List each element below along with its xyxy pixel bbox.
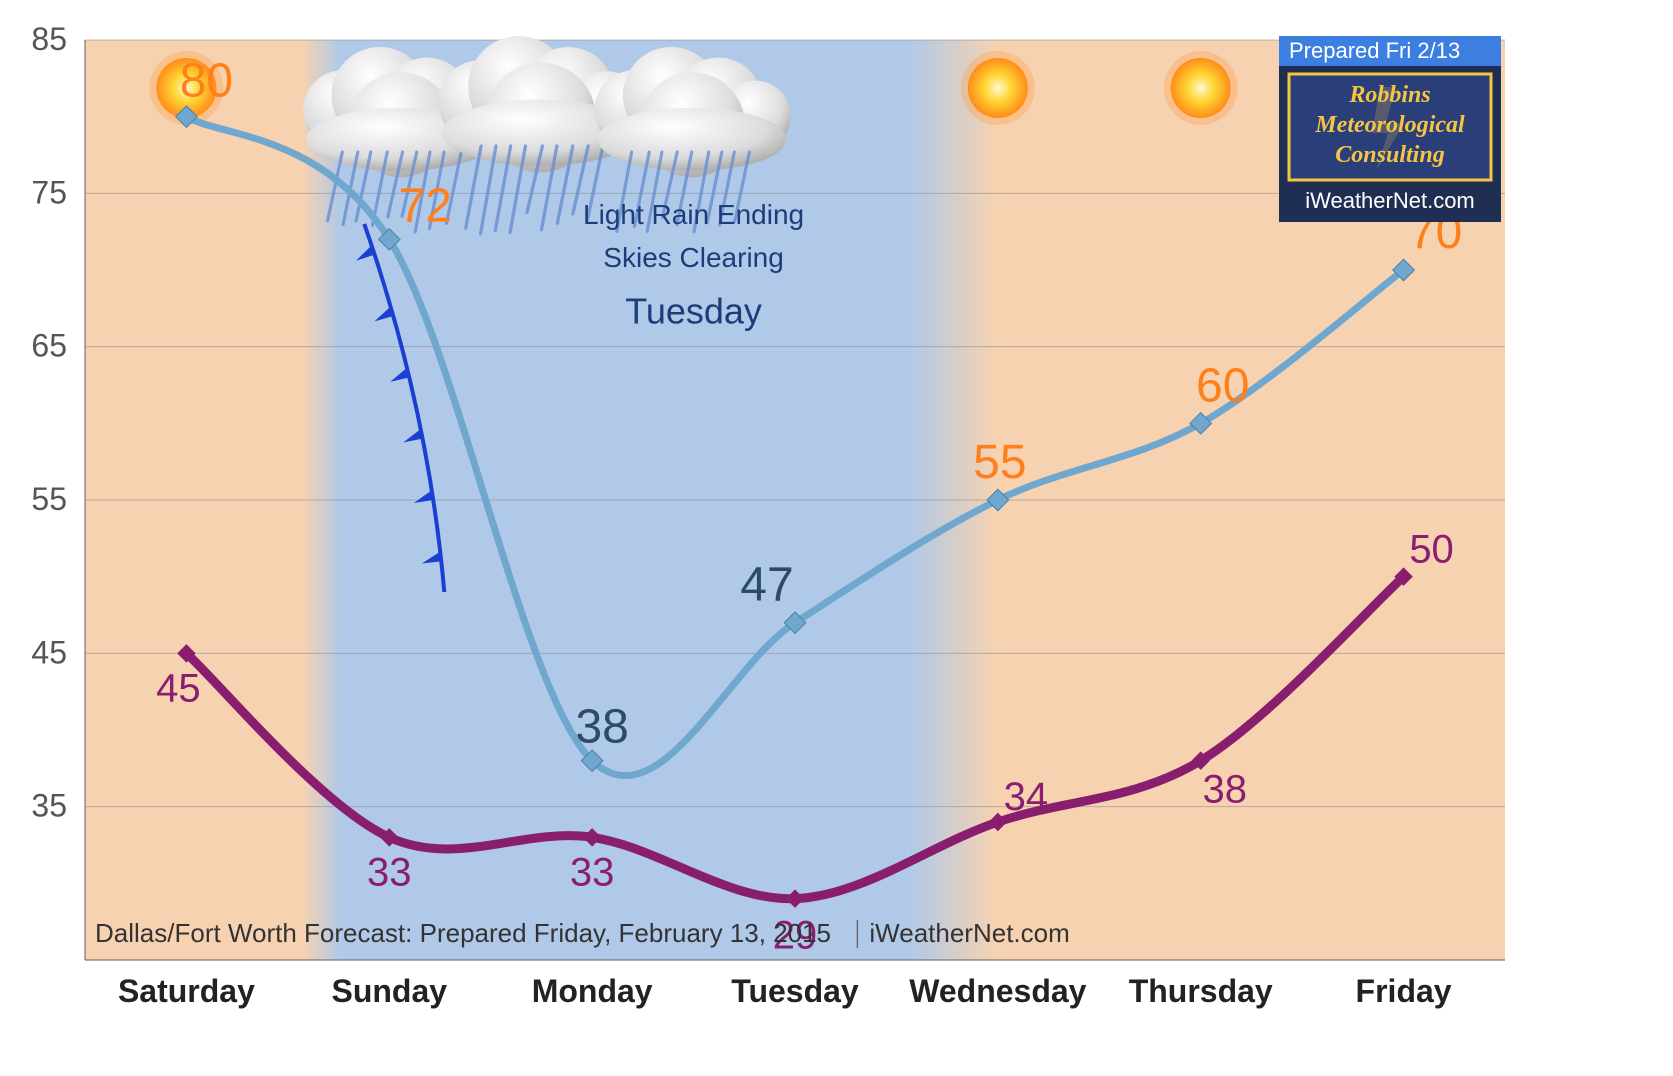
caption-right: iWeatherNet.com: [869, 918, 1069, 948]
logo-text-line: Meteorological: [1314, 112, 1465, 138]
y-tick-label: 75: [31, 174, 67, 210]
day-label: Monday: [532, 973, 653, 1009]
y-tick-label: 85: [31, 21, 67, 57]
day-label: Sunday: [331, 973, 447, 1009]
high-temp-label: 38: [575, 701, 628, 754]
logo-text-line: Robbins: [1348, 82, 1430, 108]
logo-subtext: iWeatherNet.com: [1305, 188, 1475, 213]
low-temp-label: 34: [1004, 775, 1049, 819]
high-temp-label: 47: [740, 559, 793, 612]
y-tick-label: 55: [31, 481, 67, 517]
low-temp-label: 38: [1202, 768, 1247, 812]
low-temp-label: 33: [570, 850, 615, 894]
sun-icon: [968, 58, 1028, 118]
low-temp-label: 50: [1409, 528, 1454, 572]
low-temp-label: 33: [367, 850, 412, 894]
y-tick-label: 45: [31, 634, 67, 670]
day-label: Tuesday: [731, 973, 859, 1009]
annotation-line: Skies Clearing: [603, 242, 784, 273]
forecast-chart: 35 45 55 65 75 85 Saturday Sunday Monday Tuesday W…: [0, 0, 1673, 1076]
caption-left: Dallas/Fort Worth Forecast: Prepared Fri…: [95, 918, 831, 948]
annotation-line: Light Rain Ending: [583, 199, 804, 230]
high-temp-label: 72: [399, 179, 452, 232]
annotation-day: Tuesday: [625, 291, 762, 332]
day-label: Friday: [1356, 973, 1452, 1009]
day-label: Saturday: [118, 973, 255, 1009]
forecast-svg: 35 45 55 65 75 85 Saturday Sunday Monday Tuesday W…: [0, 0, 1673, 1076]
logo-text-line: Consulting: [1335, 142, 1444, 168]
low-temp-label: 45: [156, 666, 201, 710]
y-tick-label: 35: [31, 788, 67, 824]
day-label: Thursday: [1129, 973, 1273, 1009]
sun-icon: [1171, 58, 1231, 118]
day-label: Wednesday: [909, 973, 1086, 1009]
high-temp-label: 55: [973, 436, 1026, 489]
prepared-label: Prepared Fri 2/13: [1289, 38, 1460, 63]
y-tick-label: 65: [31, 328, 67, 364]
high-temp-label: 60: [1196, 359, 1249, 412]
high-temp-label: 80: [180, 55, 233, 108]
